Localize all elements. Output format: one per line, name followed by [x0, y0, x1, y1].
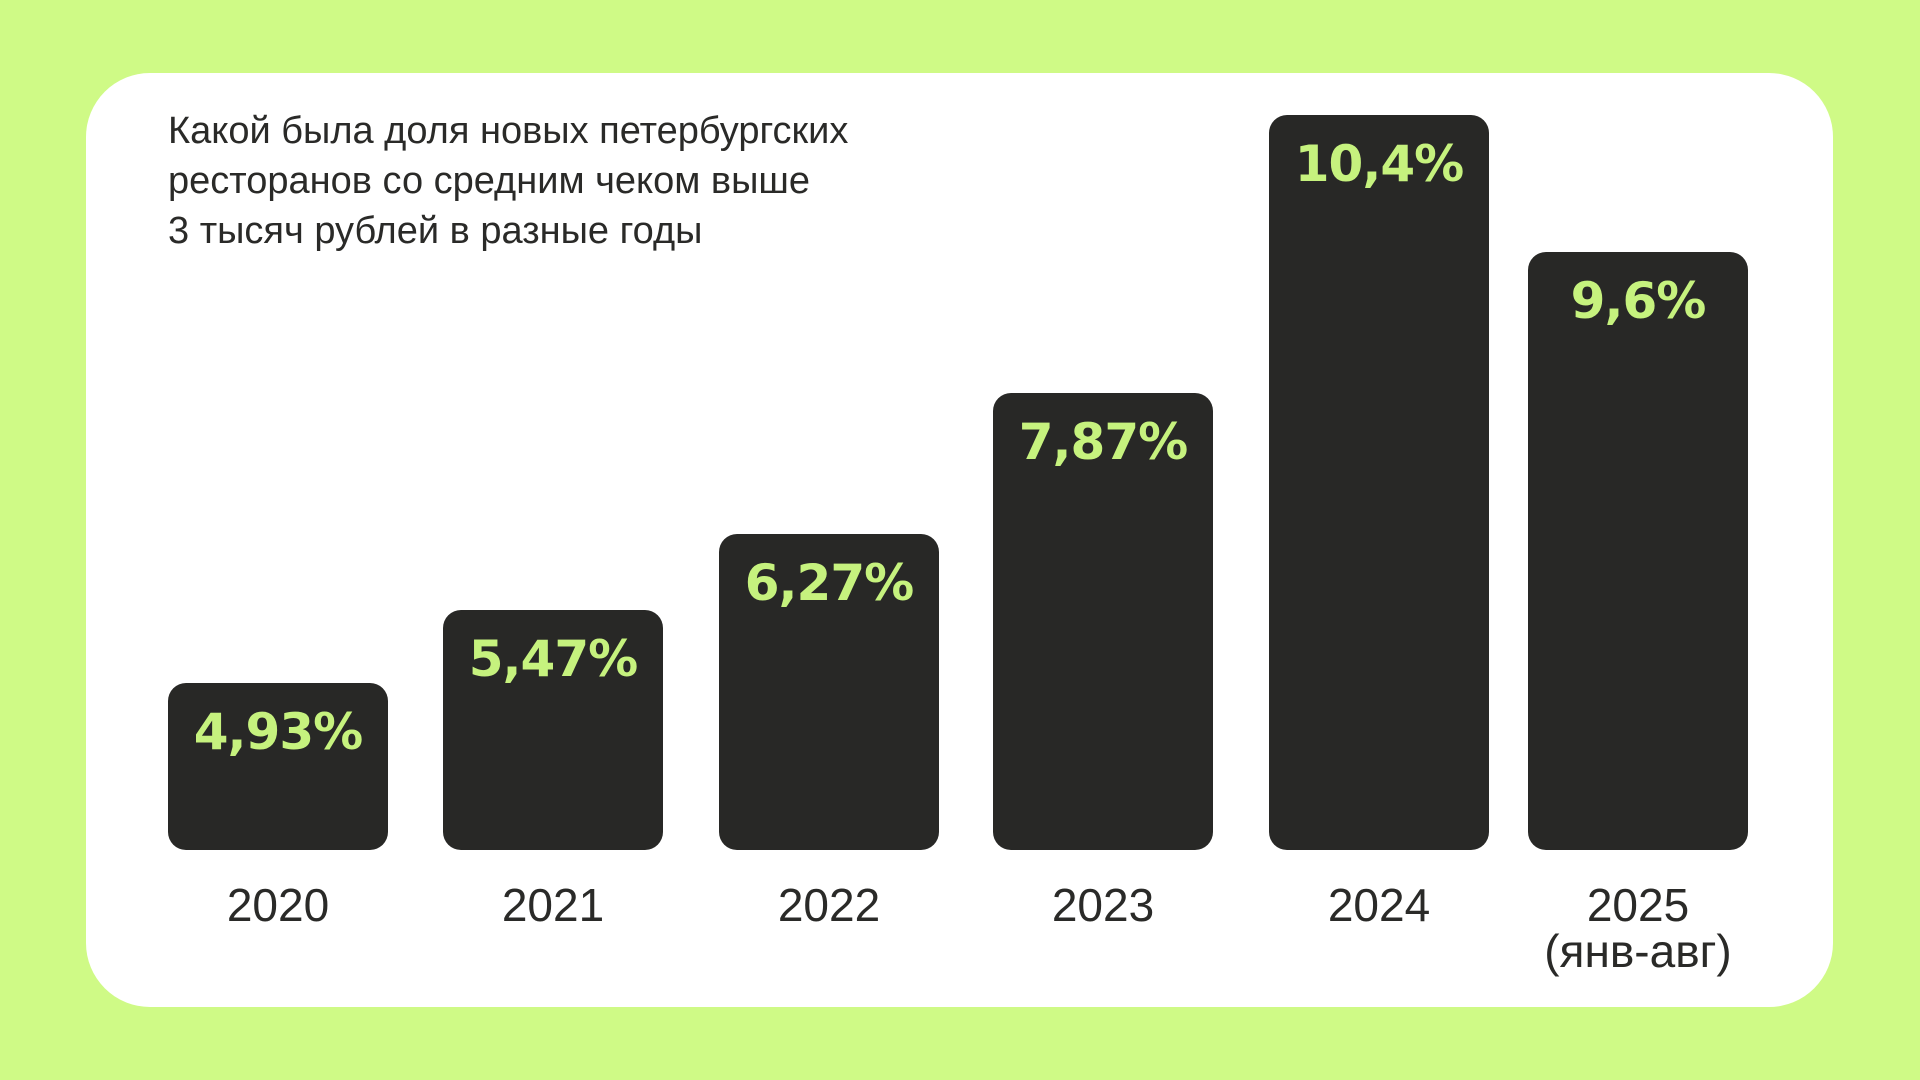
bar-2 — [719, 534, 939, 850]
data-label-5: 9,6% — [1570, 272, 1707, 330]
data-label-3: 7,87% — [1018, 413, 1188, 471]
data-label-0: 4,93% — [193, 703, 363, 761]
bar-3 — [993, 393, 1213, 850]
bar-0 — [168, 683, 388, 850]
data-label-4: 10,4% — [1294, 135, 1464, 193]
data-label-2: 6,27% — [744, 554, 914, 612]
x-tick-label-4: 2024 — [1327, 879, 1431, 931]
x-tick-label-2: 2022 — [777, 879, 881, 931]
x-tick-label-0: 2020 — [226, 879, 330, 931]
data-label-1: 5,47% — [468, 630, 638, 688]
bar-4 — [1269, 115, 1489, 850]
x-tick-label-3: 2023 — [1051, 879, 1155, 931]
x-tick-label-1: 2021 — [501, 879, 605, 931]
bar-1 — [443, 610, 663, 850]
x-tick-label-5: 2025 (янв-авг) — [1544, 879, 1732, 977]
chart-title: Какой была доля новых петербургских рест… — [168, 110, 849, 252]
bar-5 — [1528, 252, 1748, 850]
